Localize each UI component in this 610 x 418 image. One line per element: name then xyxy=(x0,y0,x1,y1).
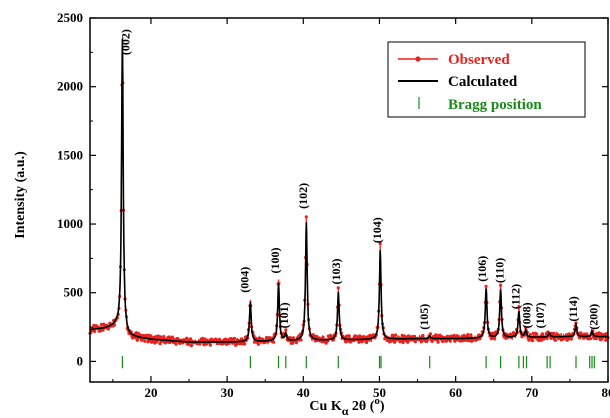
peak-label: (002) xyxy=(119,29,133,55)
x-axis-title: Cu Kα 2θ (o) xyxy=(309,395,384,418)
x-tick-label: 20 xyxy=(144,385,157,400)
axes: 20 30 40 50 60 70 80 0 500 1000 1500 2000 2500 xyxy=(57,10,610,400)
y-axis-title: Intensity (a.u.) xyxy=(13,151,28,239)
peak-label: (008) xyxy=(519,302,533,328)
peak-label: (107) xyxy=(533,302,547,328)
x-axis-title-pre: Cu K xyxy=(309,399,341,414)
peak-label: (106) xyxy=(475,256,489,282)
y-tick-label: 500 xyxy=(64,285,84,300)
x-axis-title-sub: α xyxy=(342,404,349,418)
x-tick-label: 80 xyxy=(602,385,610,400)
x-axis-title-mid: 2θ ( xyxy=(348,399,374,414)
plot-frame xyxy=(89,17,609,383)
y-tick-label: 1500 xyxy=(57,147,83,162)
y-tick-label: 0 xyxy=(77,353,84,368)
peak-label: (112) xyxy=(509,284,523,309)
observed-line xyxy=(89,46,609,347)
axis-titles: Intensity (a.u.) Cu Kα 2θ (o) xyxy=(13,151,385,418)
peak-label: (104) xyxy=(370,217,384,243)
peak-label: (110) xyxy=(493,258,507,283)
legend-calculated-label: Calculated xyxy=(448,74,518,90)
y-tick-label: 2500 xyxy=(57,10,83,25)
x-tick-label: 60 xyxy=(449,385,462,400)
legend-bragg-label: Bragg position xyxy=(448,97,542,113)
peak-label: (102) xyxy=(296,183,310,209)
plot-lines xyxy=(88,38,610,348)
x-tick-label: 50 xyxy=(373,385,386,400)
legend: Observed Calculated Bragg position xyxy=(387,41,586,118)
legend-observed-label: Observed xyxy=(448,52,510,68)
peak-label: (100) xyxy=(268,248,282,274)
x-tick-label: 70 xyxy=(525,385,538,400)
x-tick-label: 30 xyxy=(221,385,234,400)
x-axis-title-post: ) xyxy=(380,399,385,414)
y-tick-label: 2000 xyxy=(57,79,83,94)
peak-label: (105) xyxy=(417,304,431,330)
peak-label: (101) xyxy=(277,302,291,328)
x-tick-label: 40 xyxy=(297,385,310,400)
calculated-line xyxy=(90,38,608,343)
peak-label: (103) xyxy=(329,259,343,285)
bragg-ticks xyxy=(121,355,595,369)
peak-label: (114) xyxy=(566,296,580,321)
peak-label: (200) xyxy=(586,304,600,330)
legend-box xyxy=(387,41,586,118)
legend-observed-marker xyxy=(415,56,421,62)
y-tick-label: 1000 xyxy=(57,216,83,231)
x-axis-title-sup: o xyxy=(374,395,380,407)
peak-label: (004) xyxy=(237,267,251,293)
peak-labels: (002) (004) (100) (101) (102) (103) (104) (105)… xyxy=(119,29,601,330)
